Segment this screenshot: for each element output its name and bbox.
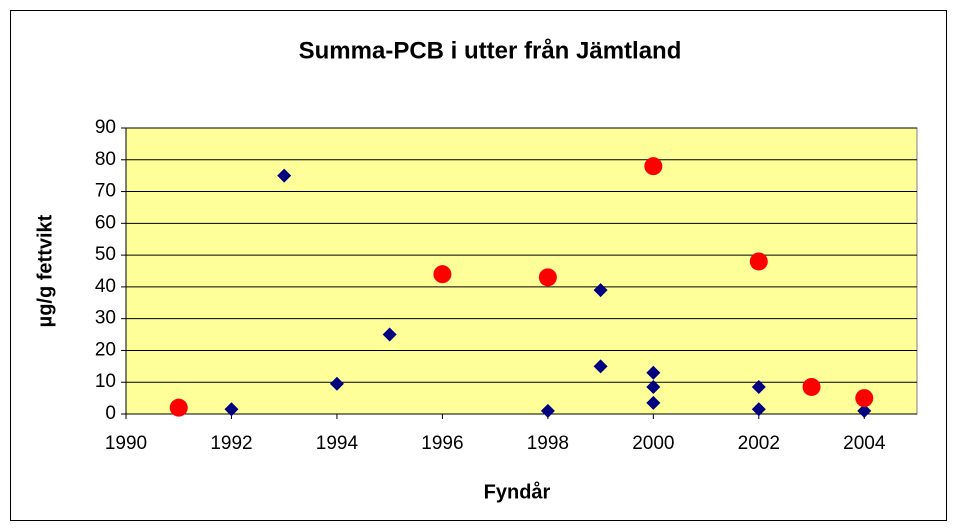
x-tick-label: 2000 xyxy=(632,433,674,454)
point xyxy=(593,283,608,298)
y-tick-label: 80 xyxy=(95,149,116,170)
y-tick-label: 90 xyxy=(95,117,116,138)
point xyxy=(329,376,344,391)
x-tick-label: 1998 xyxy=(527,433,569,454)
x-tick-label: 2002 xyxy=(738,433,780,454)
x-tick-label: 1992 xyxy=(210,433,252,454)
y-tick-label: 20 xyxy=(95,339,116,360)
point xyxy=(593,359,608,374)
y-axis-label: µg/g fettvikt xyxy=(34,214,56,327)
x-tick-label: 1996 xyxy=(421,433,463,454)
point xyxy=(433,265,452,284)
x-axis-label: Fyndår xyxy=(484,480,551,503)
chart-title: Summa-PCB i utter från Jämtland xyxy=(299,37,682,64)
point xyxy=(382,327,397,342)
point xyxy=(802,377,821,396)
point xyxy=(857,403,872,418)
point xyxy=(169,398,188,417)
point xyxy=(646,379,661,394)
point xyxy=(749,252,768,271)
x-tick-label: 1990 xyxy=(105,433,147,454)
y-tick-label: 40 xyxy=(95,276,116,297)
point xyxy=(751,402,766,417)
y-tick-label: 50 xyxy=(95,244,116,265)
y-tick-label: 70 xyxy=(95,181,116,202)
y-tick-label: 0 xyxy=(105,403,116,424)
point xyxy=(644,157,663,176)
plot-area xyxy=(125,127,918,415)
point xyxy=(224,402,239,417)
point xyxy=(538,268,557,287)
point xyxy=(751,379,766,394)
x-tick-label: 2004 xyxy=(843,433,886,454)
y-tick-label: 60 xyxy=(95,212,116,233)
point xyxy=(277,168,292,183)
y-tick-label: 30 xyxy=(95,308,116,329)
y-tick-label: 10 xyxy=(95,371,116,392)
point xyxy=(646,395,661,410)
point xyxy=(855,389,874,408)
x-tick-label: 1994 xyxy=(316,433,359,454)
point xyxy=(646,365,661,380)
point xyxy=(540,403,555,418)
